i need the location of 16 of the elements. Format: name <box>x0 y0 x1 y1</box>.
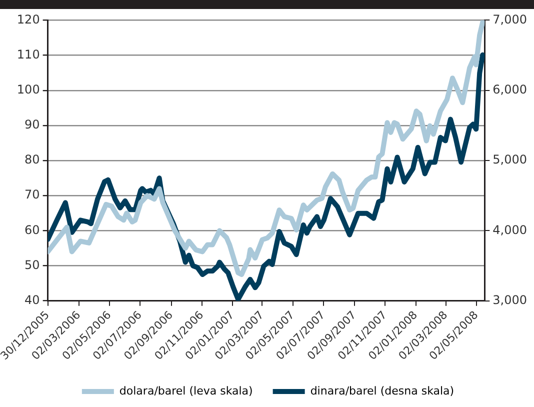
y2-tick-label: 5,000 <box>492 152 528 167</box>
y-tick-label: 50 <box>24 258 40 272</box>
y-tick-label: 80 <box>24 152 40 167</box>
y2-tick-label: 4,000 <box>492 222 528 237</box>
y-tick-label: 70 <box>24 188 40 202</box>
legend-label: dolara/barel (leva skala) <box>119 384 253 398</box>
legend-label: dinara/barel (desna skala) <box>310 384 454 398</box>
y2-tick-label: 6,000 <box>492 82 528 96</box>
y-tick-label: 40 <box>24 292 40 307</box>
y-tick-label: 110 <box>16 47 40 62</box>
y-tick-label: 90 <box>24 118 40 132</box>
y-tick-label: 120 <box>16 12 40 26</box>
y-tick-label: 100 <box>16 82 40 96</box>
y2-tick-label: 7,000 <box>492 12 528 26</box>
y2-tick-label: 3,000 <box>492 292 528 307</box>
y-tick-label: 60 <box>24 222 40 237</box>
